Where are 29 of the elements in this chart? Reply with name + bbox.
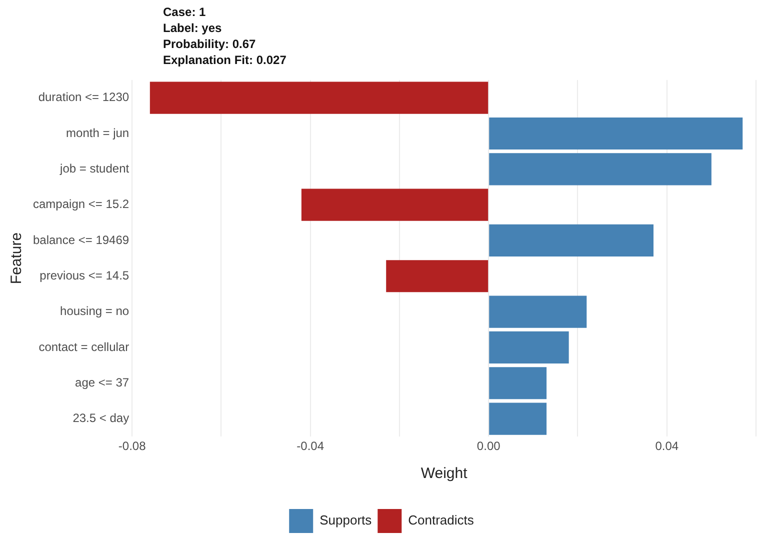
bar [386, 260, 488, 292]
y-tick-label: campaign <= 15.2 [33, 197, 130, 212]
bar [489, 153, 712, 186]
y-tick-label: age <= 37 [75, 375, 130, 390]
chart-title: Case: 1 Label: yes Probability: 0.67 Explanation Fit: 0.027 [163, 4, 286, 68]
y-tick-label: duration <= 1230 [38, 90, 130, 104]
y-tick-label: housing = no [60, 304, 130, 318]
y-tick-label: 23.5 < day [72, 411, 130, 426]
bar [489, 117, 743, 150]
x-tick-label: -0.04 [296, 439, 324, 454]
text: 0.00 [476, 439, 500, 454]
y-tick-label: previous <= 14.5 [40, 268, 130, 282]
legend-label: Contradicts [408, 512, 474, 528]
bar [489, 331, 569, 364]
y-tick-label: contact = cellular [38, 340, 130, 354]
bar [489, 224, 654, 257]
bar [150, 82, 488, 114]
x-tick-label: 0.04 [655, 439, 679, 454]
y-axis-title: Feature [8, 232, 26, 284]
y-tick-label: balance <= 19469 [32, 232, 130, 247]
x-axis-title: Weight [420, 465, 468, 482]
y-tick-label: job = student [59, 161, 130, 176]
legend-label: Supports [320, 512, 372, 528]
bar [301, 188, 488, 221]
x-tick-label: -0.08 [118, 439, 146, 454]
bar [489, 402, 547, 435]
y-tick-label: month = jun [66, 126, 130, 140]
bar [489, 296, 587, 328]
bar [489, 367, 547, 400]
